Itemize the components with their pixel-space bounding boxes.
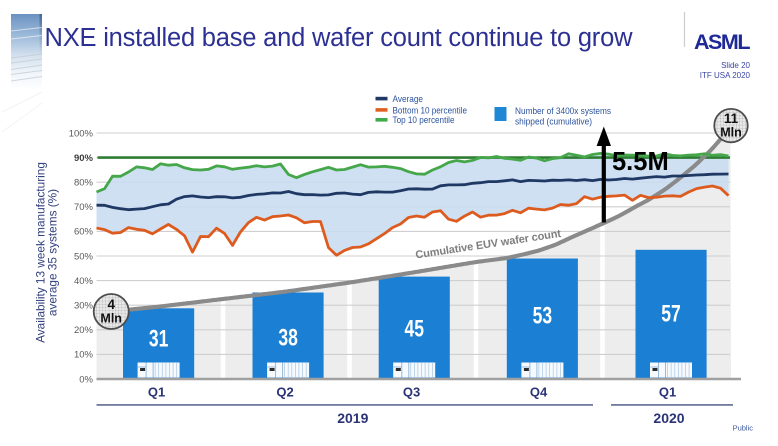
svg-text:70%: 70% (74, 202, 94, 213)
svg-text:80%: 80% (74, 178, 94, 189)
svg-text:ASML: ASML (694, 30, 750, 54)
svg-text:0%: 0% (79, 374, 93, 385)
svg-text:90%: 90% (74, 153, 94, 164)
svg-text:50%: 50% (74, 251, 94, 262)
svg-text:100%: 100% (69, 128, 94, 139)
svg-text:53: 53 (533, 302, 553, 329)
svg-text:10%: 10% (74, 350, 94, 361)
svg-text:Q3: Q3 (403, 384, 420, 399)
svg-text:2019: 2019 (337, 410, 368, 426)
svg-text:Q1: Q1 (659, 384, 676, 399)
svg-text:Availability 13 week manufactu: Availability 13 week manufacturing (33, 162, 47, 343)
svg-text:ITF USA 2020: ITF USA 2020 (700, 71, 751, 80)
svg-text:Number of 3400x systems: Number of 3400x systems (515, 106, 611, 116)
svg-text:average 35 systems (%): average 35 systems (%) (45, 189, 59, 316)
svg-text:Q2: Q2 (276, 384, 293, 399)
svg-text:2020: 2020 (653, 410, 684, 426)
svg-text:11: 11 (724, 111, 739, 126)
svg-text:NXE installed base and wafer c: NXE installed base and wafer count conti… (45, 24, 634, 52)
svg-text:Slide 20: Slide 20 (721, 61, 750, 70)
svg-text:Mln: Mln (100, 312, 122, 326)
svg-text:Public: Public (733, 424, 754, 433)
svg-text:Q1: Q1 (148, 384, 165, 399)
svg-text:60%: 60% (74, 227, 94, 238)
svg-text:Q4: Q4 (530, 384, 548, 399)
svg-text:4: 4 (107, 297, 115, 312)
svg-text:38: 38 (278, 325, 298, 352)
svg-text:Average: Average (393, 94, 424, 104)
svg-text:Mln: Mln (720, 126, 742, 140)
svg-text:20%: 20% (74, 325, 94, 336)
svg-text:Top 10 percentile: Top 10 percentile (393, 115, 455, 125)
svg-text:5.5M: 5.5M (612, 148, 669, 176)
svg-text:31: 31 (149, 326, 169, 353)
svg-text:57: 57 (661, 301, 681, 328)
svg-text:30%: 30% (74, 301, 94, 312)
svg-text:40%: 40% (74, 276, 94, 287)
svg-text:Bottom 10 percentile: Bottom 10 percentile (393, 105, 468, 115)
svg-text:shipped (cumulative): shipped (cumulative) (515, 117, 592, 127)
svg-text:45: 45 (404, 315, 424, 342)
